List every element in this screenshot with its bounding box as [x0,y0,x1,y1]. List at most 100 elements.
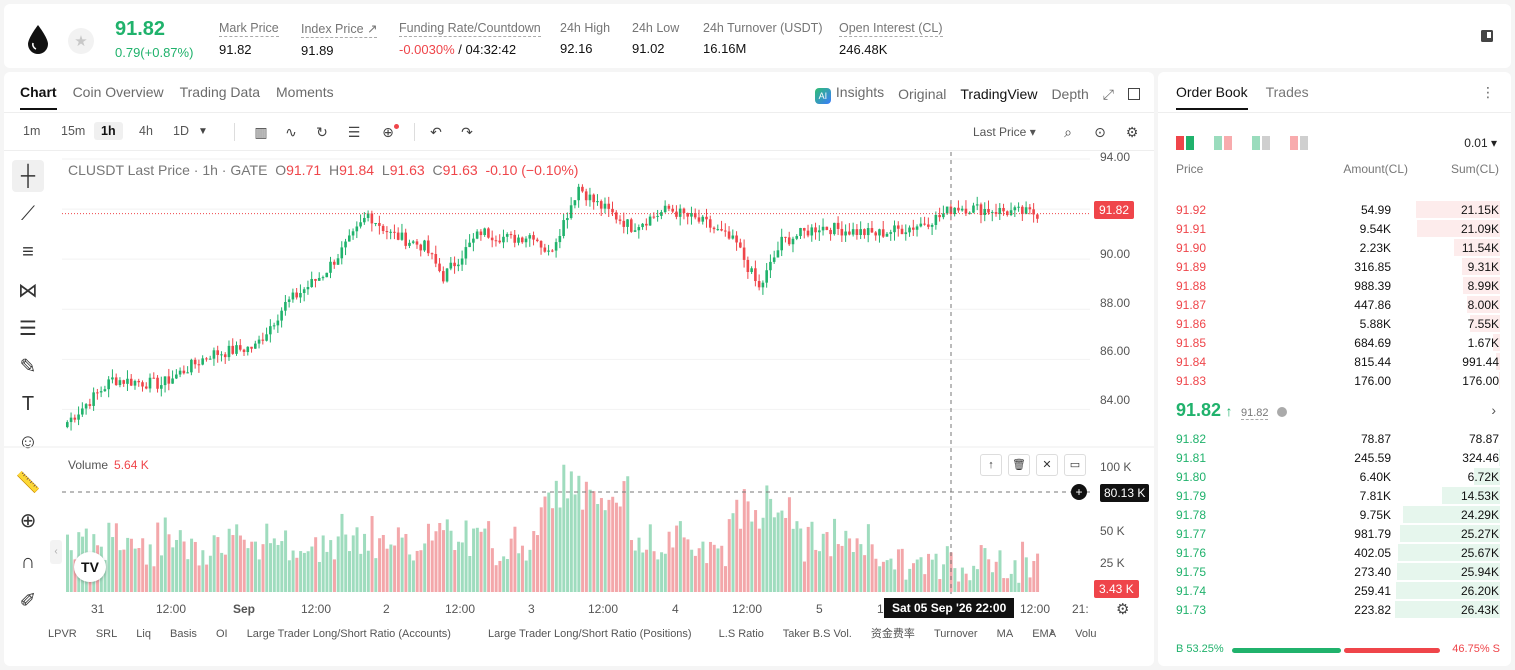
indicators-icon[interactable]: ∿ [285,124,297,140]
bid-row[interactable]: 91.79 7.81K 14.53K [1158,486,1511,505]
bid-row[interactable]: 91.73 223.82 26.43K [1158,600,1511,619]
indicator-item[interactable]: LPVR [48,628,77,640]
book-icon[interactable] [1479,28,1495,44]
indicator-scroll-right-icon[interactable]: › [1050,624,1054,638]
search-icon[interactable]: ⌕ [1064,124,1072,140]
bid-row[interactable]: 91.81 245.59 324.46 [1158,448,1511,467]
stat-index-price[interactable]: Index Price ↗ 91.89 [301,22,378,58]
timeframe-dropdown-icon[interactable]: ▼ [198,126,208,137]
ask-row[interactable]: 91.86 5.88K 7.55K [1158,314,1511,333]
indicator-item[interactable]: Liq [136,628,151,640]
mid-price-row[interactable]: 91.82 ↑ 91.82 › [1176,400,1496,420]
bid-row[interactable]: 91.77 981.79 25.27K [1158,524,1511,543]
stat-open-interest[interactable]: Open Interest (CL) 246.48K [839,21,943,57]
bid-row[interactable]: 91.80 6.40K 6.72K [1158,467,1511,486]
timeframe-1m[interactable]: 1m [23,124,41,138]
redo-icon[interactable]: ↷ [461,124,473,140]
price-type-select[interactable]: Last Price ▾ [973,125,1036,139]
indicator-item[interactable]: 资金费率 [870,628,915,640]
pencil-lock-icon[interactable]: ✐ [19,589,37,612]
view-original[interactable]: Original [898,86,947,102]
zoom-in-icon[interactable]: ⊕ [19,509,37,532]
expand-icon[interactable]: ⤢ [1102,85,1114,102]
add-alert-icon[interactable]: + [1071,484,1087,500]
price-cell: 91.74 [1176,584,1207,598]
indicator-item[interactable]: Large Trader Long/Short Ratio (Accounts) [246,628,451,640]
indicator-item[interactable]: SRL [95,628,118,640]
tradingview-logo[interactable]: TV [74,552,106,582]
pattern-icon[interactable]: ⋈ [18,279,38,302]
chart-settings-icon[interactable]: ⚙ [1116,601,1130,618]
stat-funding-rate[interactable]: Funding Rate/Countdown -0.0030% / 04:32:… [399,21,541,57]
window-icon[interactable] [1128,88,1140,100]
tab-coin-overview[interactable]: Coin Overview [72,84,164,100]
ask-row[interactable]: 91.90 2.23K 11.54K [1158,238,1511,257]
horizontal-lines-icon[interactable]: ≡ [22,240,34,263]
indicator-item[interactable]: Turnover [933,628,978,640]
collapse-icon[interactable]: ✕ [1036,454,1058,476]
scroll-left-icon[interactable]: ‹ [50,540,62,564]
tab-order-book[interactable]: Order Book [1176,84,1248,110]
favorite-star-icon[interactable]: ★ [68,28,94,54]
indicator-item[interactable]: EMA [1032,628,1057,640]
ruler-icon[interactable]: 📏 [15,471,41,494]
add-indicator-icon[interactable]: ⊕ [382,124,394,140]
crosshair-icon[interactable]: ┼ [12,160,44,192]
indicator-item[interactable]: MA [996,628,1014,640]
timeframe-4h[interactable]: 4h [139,124,153,138]
indicator-item[interactable]: Volu [1075,628,1097,640]
timeframe-1h[interactable]: 1h [94,122,123,140]
ask-row[interactable]: 91.87 447.86 8.00K [1158,295,1511,314]
volume-bar [426,523,430,592]
bid-row[interactable]: 91.76 402.05 25.67K [1158,543,1511,562]
move-up-icon[interactable]: ↑ [980,454,1002,476]
tab-moments[interactable]: Moments [276,84,334,100]
undo-icon[interactable]: ↶ [430,124,442,140]
camera-icon[interactable]: ⊙ [1094,124,1106,140]
timeframe-15m[interactable]: 15m [61,124,86,138]
ask-row[interactable]: 91.92 54.99 21.15K [1158,200,1511,219]
fib-icon[interactable]: ☰ [19,317,37,340]
ask-row[interactable]: 91.89 316.85 9.31K [1158,257,1511,276]
indicator-item[interactable]: OI [216,628,228,640]
more-vertical-icon[interactable]: ⋮ [1481,84,1495,100]
timeframe-1d[interactable]: 1D [173,124,189,138]
templates-icon[interactable]: ☰ [347,124,361,140]
view-depth[interactable]: Depth [1051,86,1089,102]
indicator-item[interactable]: L.S Ratio [718,628,764,640]
bid-row[interactable]: 91.74 259.41 26.20K [1158,581,1511,600]
tab-trades[interactable]: Trades [1265,84,1309,100]
magnet-icon[interactable]: ∩ [20,550,36,573]
delete-icon[interactable]: 🗑 [1008,454,1030,476]
indicator-item[interactable]: Taker B.S Vol. [782,628,852,640]
bid-row[interactable]: 91.78 9.75K 24.29K [1158,505,1511,524]
bid-row[interactable]: 91.82 78.87 78.87 [1158,429,1511,448]
indicator-item[interactable]: Basis [170,628,197,640]
tab-chart[interactable]: Chart [20,84,57,110]
precision-select[interactable]: 0.01 ▾ [1464,136,1497,150]
brush-icon[interactable]: ✎ [19,355,37,378]
settings-gear-icon[interactable]: ⚙ [1125,124,1139,140]
candle-type-icon[interactable]: ▥ [254,124,268,140]
view-tradingview[interactable]: TradingView [960,86,1038,102]
replay-icon[interactable]: ↻ [316,124,328,140]
bid-row[interactable]: 91.75 273.40 25.94K [1158,562,1511,581]
candlestick-chart[interactable] [4,72,1154,666]
tab-trading-data[interactable]: Trading Data [179,84,261,100]
ask-row[interactable]: 91.83 176.00 176.00 [1158,371,1511,390]
ask-row[interactable]: 91.84 815.44 991.44 [1158,352,1511,371]
maximize-icon[interactable]: ▭ [1064,454,1086,476]
text-icon[interactable]: T [21,392,35,415]
indicator-item[interactable]: Large Trader Long/Short Ratio (Positions… [487,628,692,640]
view-asks-only-icon[interactable] [1290,136,1308,150]
chevron-right-icon[interactable]: › [1491,402,1496,418]
insights-button[interactable]: AI Insights [814,84,884,104]
ask-row[interactable]: 91.85 684.69 1.67K [1158,333,1511,352]
ask-row[interactable]: 91.88 988.39 8.99K [1158,276,1511,295]
stat-mark-price[interactable]: Mark Price 91.82 [219,21,279,57]
ask-row[interactable]: 91.91 9.54K 21.09K [1158,219,1511,238]
view-bids-icon[interactable] [1252,136,1270,150]
trend-line-icon[interactable]: ⟋ [21,202,35,225]
view-asks-icon[interactable] [1214,136,1232,150]
view-both-icon[interactable] [1176,136,1194,150]
